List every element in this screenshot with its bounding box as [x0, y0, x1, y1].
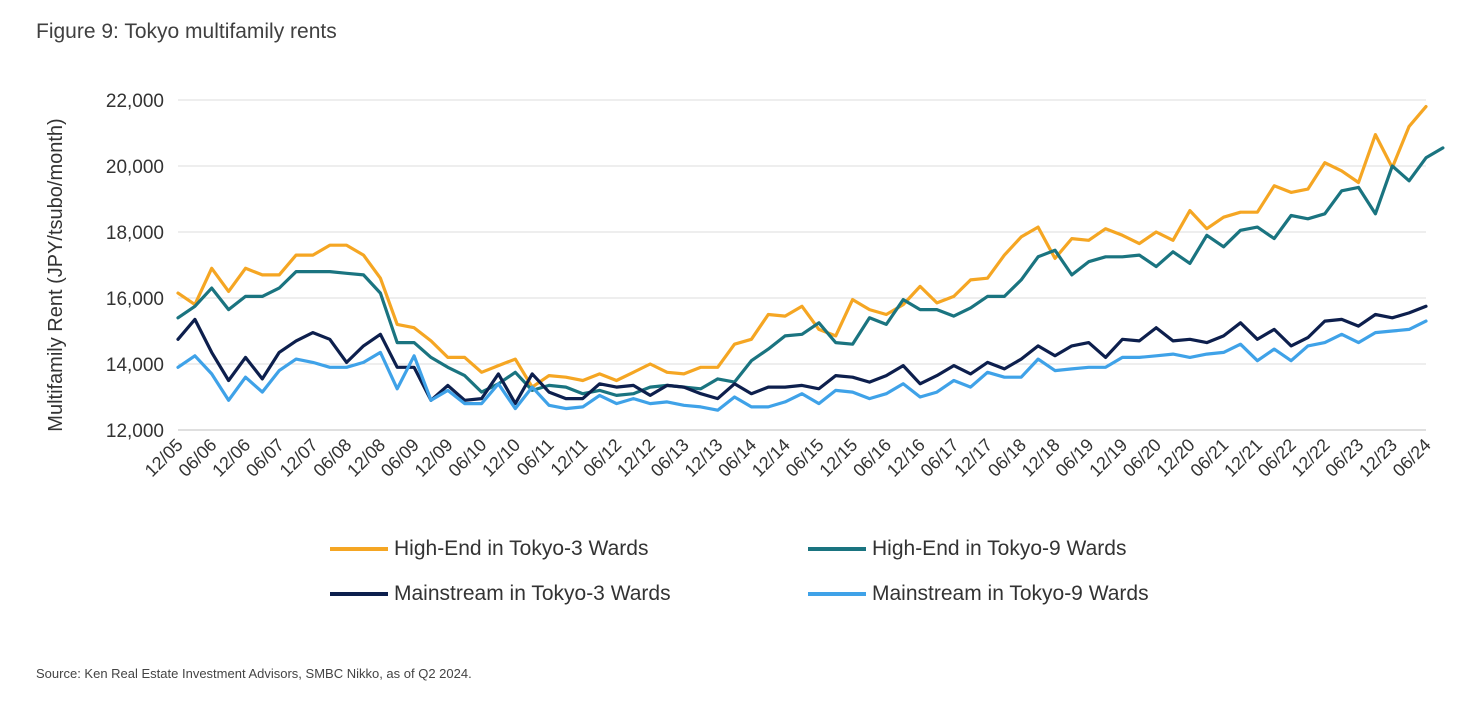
x-tick-label: 12/10 — [478, 435, 524, 481]
y-tick-label: 22,000 — [106, 91, 164, 112]
series-line-2 — [176, 304, 1428, 406]
x-tick-label: 06/20 — [1119, 435, 1165, 481]
x-tick-label: 06/09 — [377, 435, 423, 481]
y-axis-label: Multifamily Rent (JPY/tsubo/month) — [45, 118, 67, 431]
x-tick-label: 06/15 — [782, 435, 828, 481]
x-tick-label: 12/14 — [748, 435, 794, 481]
x-tick-label: 12/09 — [411, 435, 457, 481]
x-tick-label: 06/12 — [579, 435, 625, 481]
y-axis: 12,000 14,000 16,000 18,000 20,000 22,000 Mult… — [45, 91, 164, 442]
x-tick-label: 06/07 — [242, 435, 288, 481]
legend-swatch — [808, 547, 866, 551]
x-tick-label: 06/13 — [647, 435, 693, 481]
x-tick-label: 12/13 — [681, 435, 727, 481]
legend-swatch — [330, 592, 388, 596]
x-tick-label: 06/22 — [1254, 435, 1300, 481]
series-line-0 — [176, 104, 1428, 389]
x-tick-label: 12/21 — [1220, 435, 1266, 481]
x-tick-label: 06/08 — [309, 435, 355, 481]
legend-label: Mainstream in Tokyo-9 Wards — [872, 582, 1149, 605]
y-tick-label: 20,000 — [106, 157, 164, 178]
x-tick-label: 06/14 — [714, 435, 760, 481]
x-tick-label: 06/23 — [1321, 435, 1367, 481]
x-tick-label: 06/19 — [1052, 435, 1098, 481]
series-line-1 — [176, 146, 1445, 397]
x-tick-label: 06/17 — [917, 435, 963, 481]
x-axis: 12/0506/0612/0606/0712/0706/0812/0806/09… — [141, 435, 1435, 481]
x-tick-label: 06/24 — [1389, 435, 1435, 481]
x-tick-label: 12/08 — [343, 435, 389, 481]
legend-label: High-End in Tokyo-9 Wards — [872, 537, 1127, 560]
y-tick-label: 12,000 — [106, 421, 164, 442]
x-tick-label: 12/15 — [815, 435, 861, 481]
y-tick-label: 16,000 — [106, 289, 164, 310]
x-tick-label: 12/18 — [1018, 435, 1064, 481]
legend-item-high-end-3-wards: High-End in Tokyo-3 Wards — [330, 537, 648, 561]
legend-swatch — [330, 547, 388, 551]
x-tick-label: 06/18 — [984, 435, 1030, 481]
gridlines — [178, 99, 1426, 431]
x-tick-label: 12/16 — [883, 435, 929, 481]
x-tick-label: 12/19 — [1085, 435, 1131, 481]
x-tick-label: 12/17 — [950, 435, 996, 481]
legend-item-high-end-9-wards: High-End in Tokyo-9 Wards — [808, 537, 1126, 561]
legend-item-mainstream-9-wards: Mainstream in Tokyo-9 Wards — [808, 582, 1149, 606]
legend-label: Mainstream in Tokyo-3 Wards — [394, 582, 671, 605]
legend-label: High-End in Tokyo-3 Wards — [394, 537, 649, 560]
x-tick-label: 06/16 — [849, 435, 895, 481]
x-tick-label: 12/23 — [1355, 435, 1401, 481]
x-tick-label: 12/22 — [1288, 435, 1334, 481]
chart-title: Figure 9: Tokyo multifamily rents — [36, 20, 337, 43]
legend-swatch — [808, 592, 866, 596]
x-tick-label: 06/06 — [175, 435, 221, 481]
y-tick-label: 18,000 — [106, 223, 164, 244]
source-note: Source: Ken Real Estate Investment Advis… — [36, 666, 472, 681]
x-tick-label: 12/20 — [1153, 435, 1199, 481]
x-tick-label: 06/10 — [444, 435, 490, 481]
series-line-3 — [176, 319, 1428, 412]
x-tick-label: 12/07 — [276, 435, 322, 481]
legend-item-mainstream-3-wards: Mainstream in Tokyo-3 Wards — [330, 582, 671, 606]
x-tick-label: 12/06 — [208, 435, 254, 481]
series-lines — [176, 104, 1445, 412]
x-tick-label: 12/12 — [613, 435, 659, 481]
y-tick-label: 14,000 — [106, 355, 164, 376]
x-tick-label: 06/11 — [513, 435, 558, 480]
x-tick-label: 06/21 — [1186, 435, 1232, 481]
